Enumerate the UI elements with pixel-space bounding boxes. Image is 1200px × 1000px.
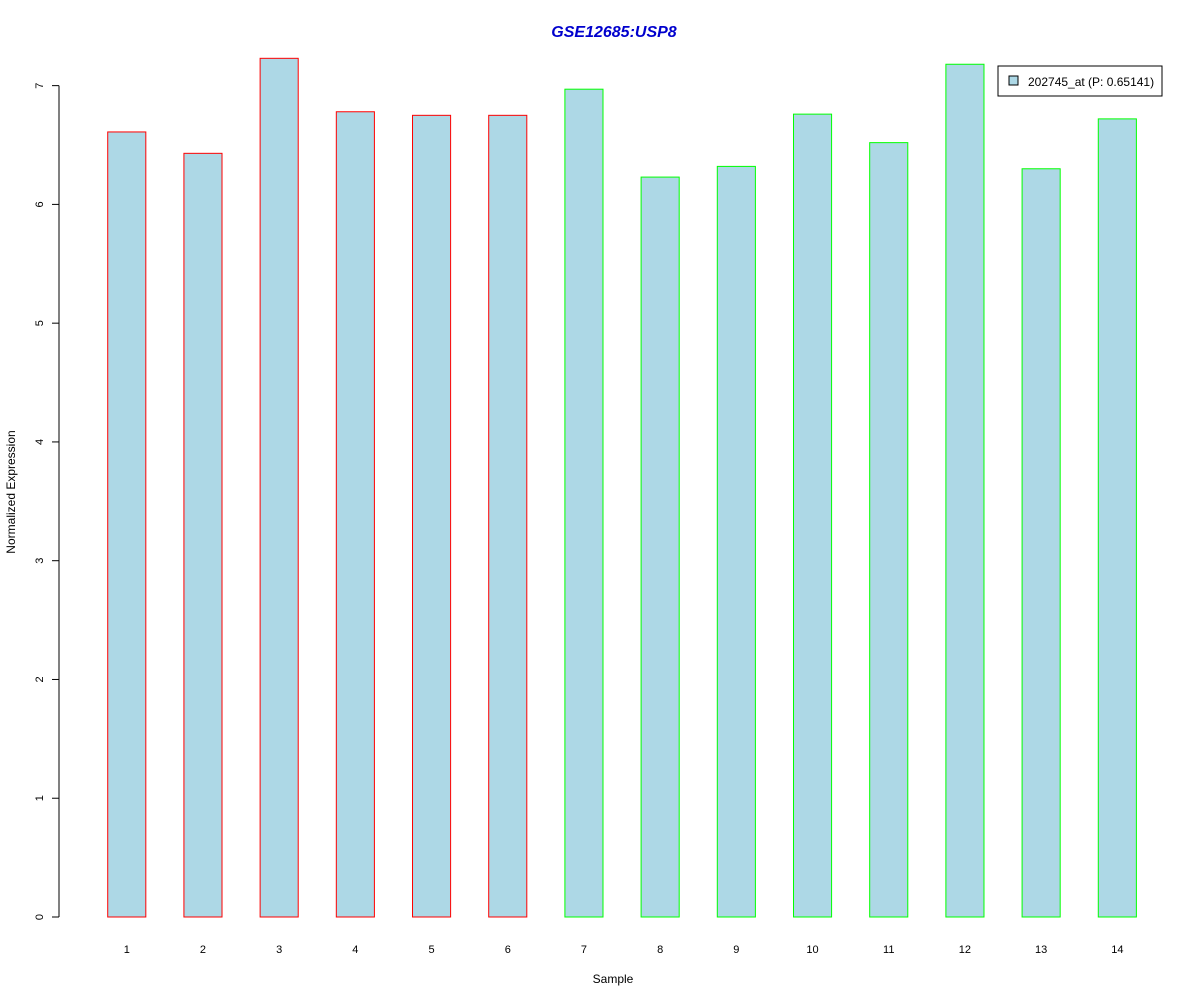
x-tick-label: 1 (124, 944, 130, 956)
y-axis-label: Normalized Expression (4, 430, 18, 553)
x-tick-label: 13 (1035, 944, 1047, 956)
y-tick-label: 6 (34, 201, 46, 207)
y-tick-label: 3 (34, 558, 46, 564)
x-axis-label: Sample (593, 972, 634, 986)
y-tick-label: 7 (34, 83, 46, 89)
x-tick-label: 5 (428, 944, 434, 956)
bar (488, 114, 528, 918)
legend-box (997, 65, 1163, 97)
x-tick-label: 11 (883, 944, 894, 956)
legend: 202745_at (P: 0.65141) (997, 65, 1163, 97)
y-tick-label: 5 (34, 320, 46, 326)
legend-swatch (1008, 75, 1019, 86)
bars (107, 57, 1137, 918)
x-tick-label: 6 (505, 944, 511, 956)
x-tick-label: 10 (806, 944, 818, 956)
bar (107, 131, 147, 918)
y-tick-label: 4 (34, 439, 46, 445)
x-tick-label: 2 (200, 944, 206, 956)
bar (945, 63, 985, 918)
bar (183, 152, 223, 918)
y-tick-label: 2 (34, 676, 46, 682)
x-tick-label: 7 (581, 944, 587, 956)
legend-label: 202745_at (P: 0.65141) (1028, 75, 1154, 89)
bar (564, 88, 604, 918)
x-tick-label: 12 (959, 944, 971, 956)
y-tick-label: 0 (34, 914, 46, 920)
bar (640, 176, 680, 918)
x-tick-label: 9 (733, 944, 739, 956)
x-tick-label: 3 (276, 944, 282, 956)
x-tick-label: 14 (1111, 944, 1123, 956)
x-tick-label: 8 (657, 944, 663, 956)
bar (716, 165, 756, 918)
bar (1021, 168, 1061, 918)
y-tick-label: 1 (34, 795, 46, 801)
bar (335, 111, 375, 918)
x-tick-labels: 1 2 3 4 5 6 7 8 9 10 11 12 13 14 (124, 944, 1124, 956)
chart-title: GSE12685:USP8 (551, 24, 677, 41)
y-axis: 0 1 2 3 4 5 6 7 (34, 83, 60, 920)
bar (259, 57, 299, 918)
bar (1097, 118, 1137, 918)
bar (412, 114, 452, 918)
x-tick-label: 4 (352, 944, 358, 956)
bar (792, 113, 833, 918)
bar (869, 142, 909, 918)
